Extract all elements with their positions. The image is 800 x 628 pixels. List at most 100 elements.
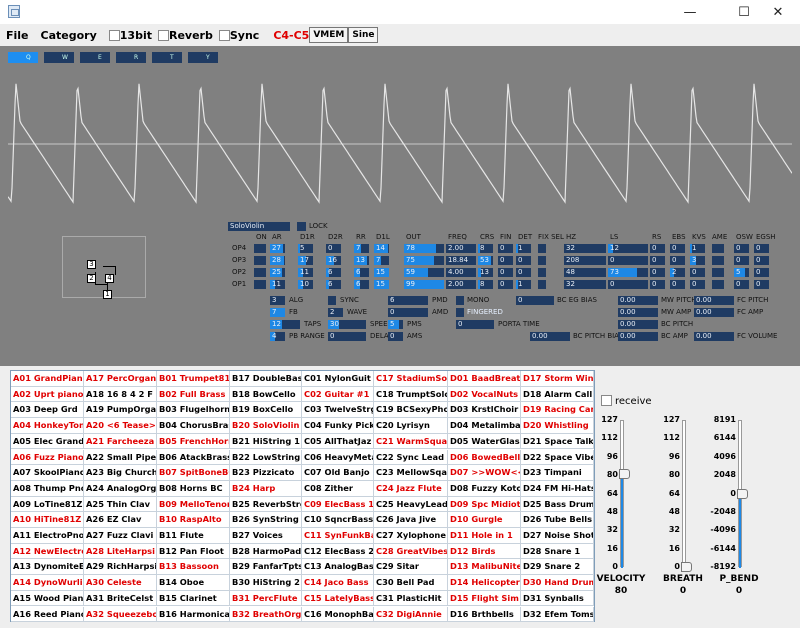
param-fcamp-field[interactable]: 0.00 — [694, 308, 734, 317]
op-fin-field[interactable]: 0 — [498, 280, 513, 289]
op-d1r-field[interactable]: 11 — [298, 268, 313, 277]
preset-item[interactable]: A17 PercOrgan — [84, 371, 157, 387]
breath-slider-thumb[interactable] — [681, 562, 692, 572]
preset-item[interactable]: A26 EZ Clav — [84, 512, 157, 528]
preset-item[interactable]: C25 HeavyLead — [374, 496, 448, 513]
preset-item[interactable]: D04 Metalimba — [448, 418, 521, 434]
preset-item[interactable]: A09 LoTine81Z — [11, 496, 84, 513]
op-crs-field[interactable]: 53 — [478, 256, 493, 265]
param-fcpitch-field[interactable]: 0.00 — [694, 296, 734, 305]
preset-item[interactable]: B01 Trumpet81Z — [157, 371, 230, 387]
op-d2r-field[interactable]: 6 — [326, 268, 341, 277]
param-mwamp-field[interactable]: 0.00 — [618, 308, 658, 317]
op-ar-field[interactable]: 11 — [270, 280, 285, 289]
op-fixsel-toggle[interactable] — [538, 244, 546, 253]
preset-item[interactable]: A23 Big Church — [84, 465, 157, 481]
preset-item[interactable]: A10 HiTine81Z — [11, 512, 84, 528]
preset-item[interactable]: D28 Snare 1 — [521, 543, 594, 560]
op-ame-toggle[interactable] — [712, 256, 724, 265]
menu-file[interactable]: File — [6, 28, 29, 42]
op-d1r-field[interactable]: 5 — [298, 244, 313, 253]
op-osw-field[interactable]: 0 — [734, 244, 749, 253]
preset-item[interactable]: B19 BoxCello — [230, 402, 302, 419]
preset-item[interactable]: D25 Bass Drum — [521, 496, 594, 513]
preset-item[interactable]: B31 PercFlute — [230, 590, 302, 607]
preset-item[interactable]: B21 HiString 1 — [230, 433, 302, 450]
op-hz-field[interactable]: 208 — [564, 256, 606, 265]
param-delay-field[interactable]: 0 — [328, 332, 366, 341]
porta-time-field[interactable]: 0 — [456, 320, 494, 329]
preset-item[interactable]: C22 Sync Lead — [374, 449, 448, 466]
operator-tab-t[interactable]: T — [152, 52, 182, 63]
op-ls-field[interactable]: 73 — [608, 268, 648, 277]
preset-item[interactable]: A24 AnalogOrgn — [84, 480, 157, 497]
bc-pitch-bias-field[interactable]: 0.00 — [530, 332, 570, 341]
param-mwpitch-field[interactable]: 0.00 — [618, 296, 658, 305]
mono-toggle[interactable] — [456, 296, 464, 305]
preset-item[interactable]: B29 FanfarTpts — [230, 559, 302, 576]
preset-item[interactable]: C01 NylonGuit — [302, 371, 374, 387]
breath-slider-track[interactable] — [682, 420, 686, 567]
preset-item[interactable]: A31 BriteCelst — [84, 590, 157, 607]
op-kvs-field[interactable]: 1 — [690, 244, 705, 253]
13bit-checkbox[interactable] — [108, 29, 120, 41]
param-fcvolume-field[interactable]: 0.00 — [694, 332, 734, 341]
preset-item[interactable]: D14 Helicopter — [448, 575, 521, 591]
preset-item[interactable]: C03 TwelveStrg — [302, 402, 374, 419]
preset-item[interactable]: A30 Celeste — [84, 575, 157, 591]
op-on-toggle[interactable] — [254, 256, 266, 265]
pbend-slider-thumb[interactable] — [737, 488, 748, 499]
op-rr-field[interactable]: 13 — [354, 256, 369, 265]
op-fixsel-toggle[interactable] — [538, 268, 546, 277]
op-d1r-field[interactable]: 17 — [298, 256, 313, 265]
preset-item[interactable]: B04 ChorusBras — [157, 418, 230, 434]
op-det-field[interactable]: 1 — [516, 280, 531, 289]
op-out-field[interactable]: 75 — [404, 256, 444, 265]
op-freq-field[interactable]: 18.84 — [446, 256, 476, 265]
op-rr-field[interactable]: 7 — [354, 244, 369, 253]
sync-checkbox[interactable] — [218, 29, 230, 41]
op-fin-field[interactable]: 0 — [498, 256, 513, 265]
preset-item[interactable]: A05 Elec Grand — [11, 433, 84, 450]
param-amd-field[interactable]: 0 — [388, 308, 428, 317]
op-hz-field[interactable]: 32 — [564, 280, 606, 289]
vmem-button[interactable]: VMEM — [309, 27, 349, 43]
op-kvs-field[interactable]: 3 — [690, 256, 705, 265]
op-ar-field[interactable]: 27 — [270, 244, 285, 253]
preset-item[interactable]: D21 Space Talk — [521, 433, 594, 450]
preset-item[interactable]: B06 AtackBrass — [157, 449, 230, 466]
preset-item[interactable]: A15 Wood Piano — [11, 590, 84, 607]
op-d2r-field[interactable]: 6 — [326, 280, 341, 289]
preset-item[interactable]: C26 Java Jive — [374, 512, 448, 528]
preset-item[interactable]: C12 ElecBass 2 — [302, 543, 374, 560]
op-crs-field[interactable]: 8 — [478, 244, 493, 253]
preset-item[interactable]: C20 Lyrisyn — [374, 418, 448, 434]
op-crs-field[interactable]: 13 — [478, 268, 493, 277]
preset-item[interactable]: B28 HarmoPad — [230, 543, 302, 560]
preset-item[interactable]: A07 SkoolPiano — [11, 465, 84, 481]
op-d1l-field[interactable]: 14 — [374, 244, 389, 253]
preset-item[interactable]: C19 BCSexyPhon — [374, 402, 448, 419]
preset-item[interactable]: C04 Funky Pick — [302, 418, 374, 434]
preset-item[interactable]: C14 Jaco Bass — [302, 575, 374, 591]
preset-item[interactable]: B20 SoloViolin — [230, 418, 302, 434]
preset-item[interactable]: A13 DynomiteEP — [11, 559, 84, 576]
preset-item[interactable]: D10 Gurgle — [448, 512, 521, 528]
preset-item[interactable]: D13 MalibuNite — [448, 559, 521, 576]
op-egsh-field[interactable]: 0 — [754, 280, 769, 289]
preset-item[interactable]: A08 Thump Pno — [11, 480, 84, 497]
preset-item[interactable]: D32 Efem Toms — [521, 606, 594, 623]
preset-item[interactable]: C02 Guitar #1 — [302, 386, 374, 403]
fingered-toggle[interactable] — [456, 308, 464, 317]
preset-item[interactable]: C15 LatelyBass — [302, 590, 374, 607]
preset-item[interactable]: D05 WaterGlass — [448, 433, 521, 450]
op-ar-field[interactable]: 28 — [270, 256, 285, 265]
preset-item[interactable]: C27 Xylophone — [374, 528, 448, 544]
preset-item[interactable]: B23 Pizzicato — [230, 465, 302, 481]
op-hz-field[interactable]: 32 — [564, 244, 606, 253]
preset-item[interactable]: D02 VocalNuts — [448, 386, 521, 403]
preset-item[interactable]: B26 SynString — [230, 512, 302, 528]
preset-item[interactable]: C28 GreatVibes — [374, 543, 448, 560]
operator-tab-q[interactable]: Q — [8, 52, 38, 63]
op-rs-field[interactable]: 0 — [650, 256, 665, 265]
